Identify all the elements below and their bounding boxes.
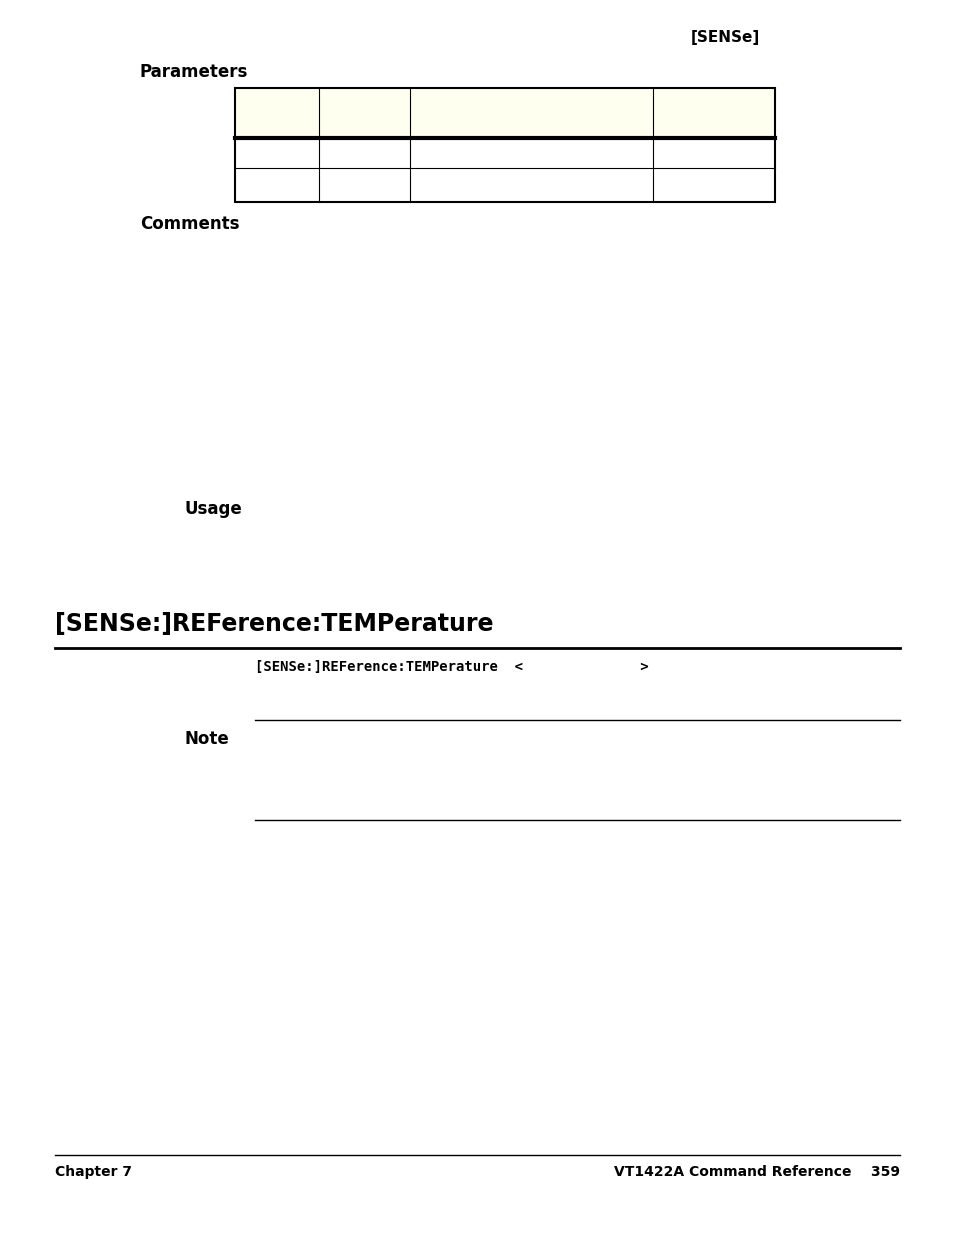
Text: VT1422A Command Reference    359: VT1422A Command Reference 359 (614, 1165, 899, 1179)
Text: Chapter 7: Chapter 7 (55, 1165, 132, 1179)
Text: Comments: Comments (140, 215, 239, 233)
Text: Note: Note (185, 730, 230, 748)
Text: [SENSe]: [SENSe] (690, 30, 760, 44)
Text: Parameters: Parameters (140, 63, 248, 82)
Text: Usage: Usage (185, 500, 242, 517)
Text: [SENSe:]REFerence:TEMPerature: [SENSe:]REFerence:TEMPerature (55, 613, 493, 636)
Bar (234, 88, 774, 138)
Bar (234, 88, 774, 203)
Text: [SENSe:]REFerence:TEMPerature  <              >: [SENSe:]REFerence:TEMPerature < > (254, 659, 648, 674)
